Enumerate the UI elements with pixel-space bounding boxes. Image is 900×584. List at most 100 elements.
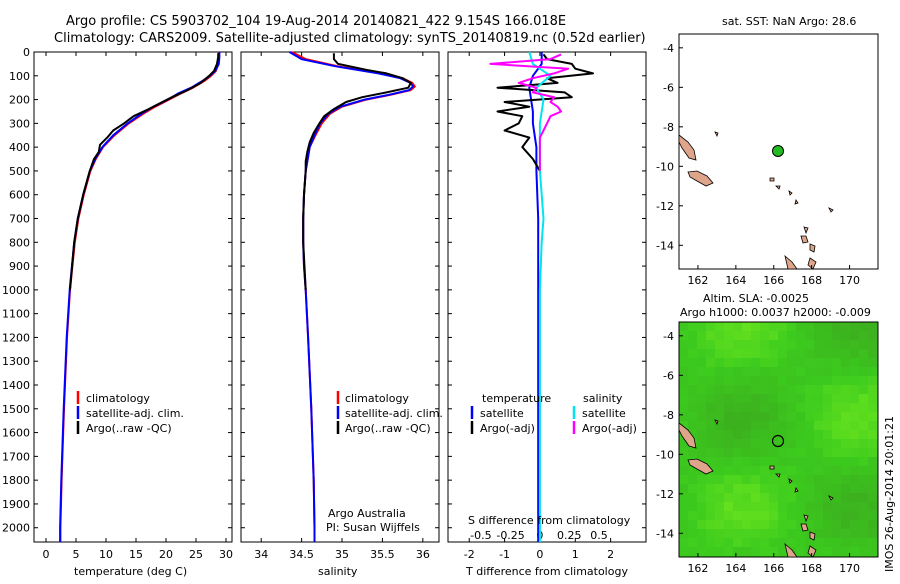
sla-heat-cell <box>787 403 796 412</box>
sla-heat-cell <box>679 376 688 385</box>
lon-tick-label: 166 <box>763 562 784 575</box>
sla-heat-cell <box>868 484 877 493</box>
sla-heat-cell <box>796 457 805 466</box>
island-shape <box>775 473 781 478</box>
sla-heat-cell <box>841 511 850 520</box>
sla-heat-cell <box>850 394 859 403</box>
sla-heat-cell <box>823 412 832 421</box>
island-shape <box>794 199 799 205</box>
sla-heat-cell <box>697 520 706 529</box>
depth-tick-label: 500 <box>9 165 30 178</box>
sla-heat-cell <box>733 502 742 511</box>
depth-tick-label: 1100 <box>2 308 30 321</box>
sla-heat-cell <box>724 322 733 331</box>
sla-heat-cell <box>841 358 850 367</box>
lat-tick-label: -10 <box>656 160 674 173</box>
series-line-satellite <box>528 52 543 542</box>
sla-heat-cell <box>841 421 850 430</box>
sla-heat-cell <box>706 385 715 394</box>
sla-heat-cell <box>805 484 814 493</box>
t-difference-axis-label: T difference from climatology <box>465 565 628 578</box>
sla-heat-cell <box>796 547 805 556</box>
sla-heat-cell <box>724 412 733 421</box>
legend-satellite-label: satellite-adj. clim. <box>345 407 443 420</box>
sla-heat-cell <box>796 520 805 529</box>
salinity-profile-panel: 34 34.5 35 35.5 36 salinity climatology sate… <box>240 51 443 578</box>
sla-heat-cell <box>778 466 787 475</box>
sla-heat-cell <box>760 457 769 466</box>
sla-heat-cell <box>868 520 877 529</box>
sla-heat-cell <box>832 538 841 547</box>
sla-heat-cell <box>769 412 778 421</box>
lat-tick-label: -6 <box>663 81 674 94</box>
island-shape <box>769 177 775 182</box>
sla-heat-cell <box>832 421 841 430</box>
sla-heat-cell <box>814 439 823 448</box>
x-tick-label: 15 <box>129 548 143 561</box>
sla-heat-cell <box>697 430 706 439</box>
sla-heat-cell <box>706 475 715 484</box>
sla-map-coastlines <box>678 419 834 558</box>
legend-argo-label: Argo(..raw -QC) <box>345 422 431 435</box>
sla-heat-cell <box>742 394 751 403</box>
sla-heat-cell <box>805 340 814 349</box>
sla-heat-cell <box>859 349 868 358</box>
sla-heat-cell <box>796 484 805 493</box>
sla-heat-cell <box>805 403 814 412</box>
island-shape <box>769 465 775 470</box>
lon-tick-label: 168 <box>801 274 822 287</box>
sla-heat-cell <box>787 430 796 439</box>
sla-heat-cell <box>850 376 859 385</box>
sla-heat-cell <box>796 538 805 547</box>
sla-heat-cell <box>850 358 859 367</box>
sla-heat-cell <box>859 412 868 421</box>
sla-heat-cell <box>832 331 841 340</box>
sla-heat-cell <box>733 331 742 340</box>
sla-heat-cell <box>679 493 688 502</box>
sla-heat-cell <box>769 448 778 457</box>
sla-heat-cell <box>850 322 859 331</box>
sla-heat-cell <box>850 385 859 394</box>
island-shape <box>800 523 809 532</box>
sla-heat-cell <box>868 439 877 448</box>
sla-heat-cell <box>715 331 724 340</box>
lat-tick-label: -10 <box>656 448 674 461</box>
sla-heat-cell <box>697 547 706 556</box>
sla-heat-cell <box>706 340 715 349</box>
sla-heat-cell <box>760 466 769 475</box>
sla-heat-cell <box>850 331 859 340</box>
sla-heat-cell <box>832 385 841 394</box>
sla-heat-cell <box>751 538 760 547</box>
sla-heat-cell <box>814 421 823 430</box>
island-shape <box>828 207 834 213</box>
island-shape <box>687 170 714 187</box>
sla-heat-cell <box>688 358 697 367</box>
depth-tick-label: 1600 <box>2 427 30 440</box>
sla-heat-cell <box>787 394 796 403</box>
note-pi: PI: Susan Wijffels <box>326 521 420 534</box>
sla-heat-cell <box>751 376 760 385</box>
sla-heat-cell <box>760 511 769 520</box>
sla-heat-cell <box>697 412 706 421</box>
sla-heat-cell <box>733 394 742 403</box>
legend-climatology-label: climatology <box>345 392 409 405</box>
sla-heat-cell <box>850 448 859 457</box>
sla-heat-cell <box>859 475 868 484</box>
sla-heat-cell <box>841 448 850 457</box>
sla-heat-cell <box>724 403 733 412</box>
sla-heat-cell <box>733 457 742 466</box>
lat-tick-label: -4 <box>663 42 674 55</box>
sla-heat-cell <box>778 367 787 376</box>
sla-heat-cell <box>742 412 751 421</box>
sla-heat-cell <box>751 430 760 439</box>
sla-heat-cell <box>814 385 823 394</box>
sla-heat-cell <box>805 394 814 403</box>
sla-heat-cell <box>841 520 850 529</box>
sla-heat-cell <box>751 421 760 430</box>
sla-heat-cell <box>850 475 859 484</box>
sla-heat-cell <box>769 322 778 331</box>
sla-heat-cell <box>742 349 751 358</box>
sla-heat-cell <box>697 331 706 340</box>
sla-heat-cell <box>724 502 733 511</box>
sla-heat-cell <box>706 367 715 376</box>
